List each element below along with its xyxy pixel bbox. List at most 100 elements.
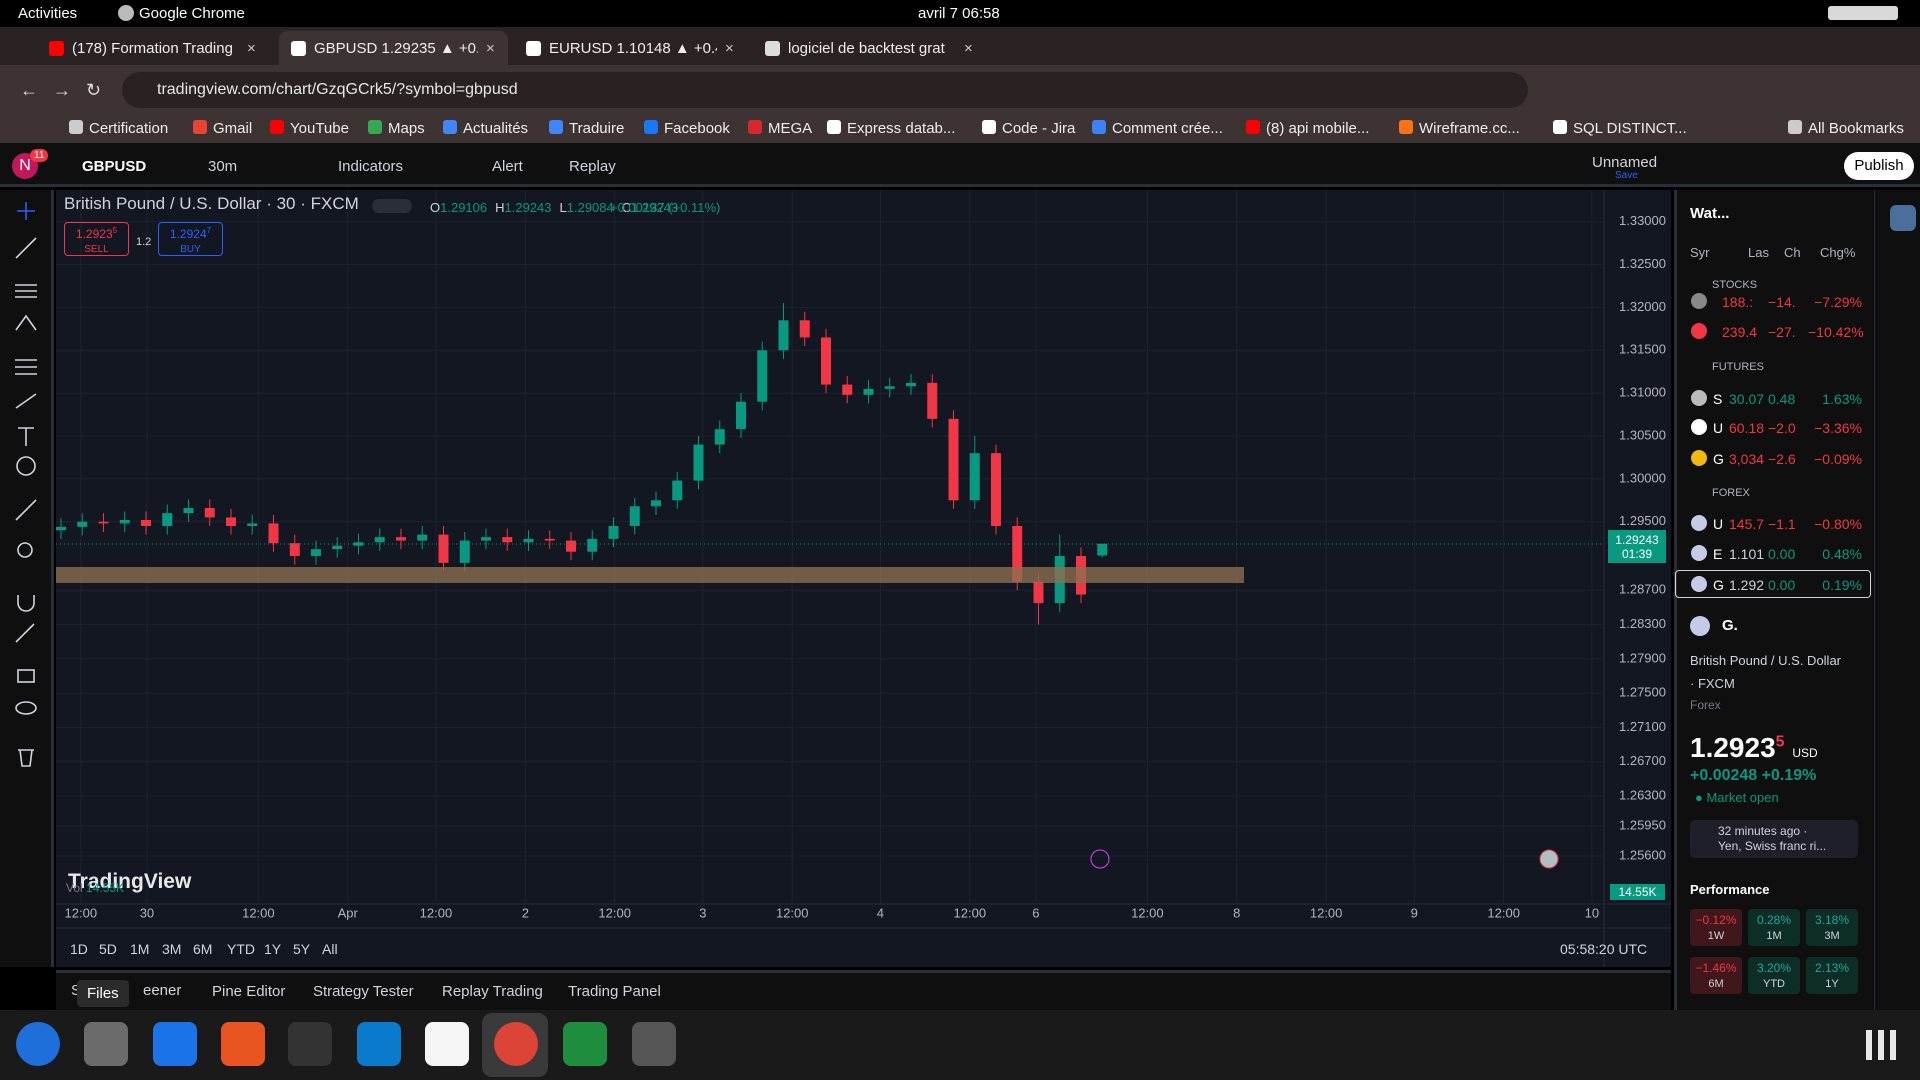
app-grid[interactable] bbox=[1866, 1030, 1896, 1060]
bottom-tab[interactable]: Strategy Tester bbox=[313, 983, 414, 1000]
drawing-tools[interactable] bbox=[0, 190, 54, 770]
row-symbol[interactable]: U bbox=[1713, 420, 1724, 436]
range-button[interactable]: 1Y bbox=[264, 941, 282, 957]
screener-s[interactable]: S bbox=[71, 982, 82, 999]
nav-buttons[interactable]: ← → ↻ bbox=[20, 80, 102, 100]
range-button[interactable]: 6M bbox=[193, 941, 213, 957]
range-button[interactable]: All bbox=[322, 941, 338, 957]
bookmark[interactable]: Gmail bbox=[213, 120, 253, 137]
bookmark[interactable]: Facebook bbox=[664, 120, 730, 137]
performance-cell[interactable] bbox=[1806, 909, 1858, 946]
layout-name[interactable]: Unnamed bbox=[1592, 154, 1658, 171]
performance-cell[interactable] bbox=[1748, 909, 1800, 946]
range-button[interactable]: YTD bbox=[227, 941, 255, 957]
dock-icon[interactable] bbox=[425, 1022, 469, 1066]
support-zone[interactable] bbox=[56, 567, 1244, 583]
activities[interactable]: Activities bbox=[18, 5, 78, 22]
bottom-tab[interactable]: Replay Trading bbox=[442, 983, 543, 1000]
news-card[interactable]: 32 minutes ago · Yen, Swiss franc ri... bbox=[1690, 820, 1858, 858]
dock-icon[interactable] bbox=[221, 1022, 265, 1066]
tab-close[interactable]: × bbox=[964, 40, 973, 57]
dock-icon[interactable] bbox=[494, 1022, 538, 1066]
group-name[interactable]: FUTURES bbox=[1712, 361, 1764, 373]
active-tab[interactable] bbox=[279, 31, 508, 65]
bookmark[interactable]: YouTube bbox=[290, 120, 349, 137]
replay[interactable]: Replay bbox=[569, 158, 616, 175]
group-name[interactable]: FOREX bbox=[1712, 487, 1750, 499]
bookmark[interactable]: Comment crée... bbox=[1112, 120, 1223, 137]
row-symbol[interactable]: E bbox=[1713, 546, 1723, 562]
bookmark[interactable]: Maps bbox=[388, 120, 425, 137]
ohlc-v: 1.29084 bbox=[566, 200, 614, 215]
bookmark[interactable]: MEGA bbox=[768, 120, 813, 137]
tab-close[interactable]: × bbox=[725, 40, 734, 57]
detail-symbol[interactable]: G. bbox=[1722, 617, 1738, 634]
dock-icon[interactable] bbox=[563, 1022, 607, 1066]
range-button[interactable]: 1M bbox=[130, 941, 150, 957]
dock-icon[interactable] bbox=[153, 1022, 197, 1066]
save[interactable]: Save bbox=[1615, 170, 1638, 181]
bookmark[interactable]: Actualités bbox=[463, 120, 529, 137]
bookmark[interactable]: Code - Jira bbox=[1002, 120, 1076, 137]
url[interactable]: tradingview.com/chart/GzqGCrk5/?symbol=g… bbox=[157, 81, 518, 98]
performance-cell[interactable] bbox=[1748, 957, 1800, 994]
performance-cell[interactable] bbox=[1690, 957, 1742, 994]
tab-close[interactable]: × bbox=[486, 40, 495, 57]
range-button[interactable]: 5D bbox=[99, 941, 117, 957]
symbol[interactable]: GBPUSD bbox=[82, 158, 147, 175]
performance-cell[interactable] bbox=[1690, 909, 1742, 946]
screener[interactable]: eener bbox=[143, 982, 182, 999]
watchlist-icon[interactable] bbox=[1890, 205, 1916, 231]
publish[interactable]: Publish bbox=[1844, 152, 1914, 180]
buy-button[interactable]: 1.29247 BUY bbox=[158, 222, 223, 256]
bookmark[interactable]: Traduire bbox=[569, 120, 625, 137]
flag-icon[interactable] bbox=[1539, 849, 1559, 869]
volume-label: Vol 14.55K bbox=[66, 881, 124, 895]
indicators[interactable]: Indicators bbox=[338, 158, 404, 175]
tab-title[interactable]: logiciel de backtest grat bbox=[788, 40, 945, 57]
row-symbol[interactable]: G bbox=[1713, 451, 1724, 467]
range-button[interactable]: 1D bbox=[70, 941, 88, 957]
bookmark[interactable]: Express datab... bbox=[847, 120, 956, 137]
status-icons[interactable] bbox=[1828, 6, 1898, 20]
group-name[interactable]: STOCKS bbox=[1712, 279, 1758, 291]
row-symbol[interactable]: U bbox=[1713, 516, 1724, 532]
row-symbol[interactable]: G bbox=[1713, 577, 1724, 593]
bookmark[interactable]: Wireframe.cc... bbox=[1419, 120, 1520, 137]
dock-icon[interactable] bbox=[16, 1022, 60, 1066]
dock-icon[interactable] bbox=[357, 1022, 401, 1066]
candle-body bbox=[289, 543, 300, 556]
dock-icon[interactable] bbox=[632, 1022, 676, 1066]
watchlist-title[interactable]: Wat... bbox=[1690, 205, 1730, 222]
bottom-tab[interactable]: Pine Editor bbox=[212, 983, 286, 1000]
bookmark[interactable]: Certification bbox=[89, 120, 169, 137]
utc-clock[interactable]: 05:58:20 UTC bbox=[1560, 941, 1648, 957]
bookmark[interactable]: SQL DISTINCT... bbox=[1573, 120, 1687, 137]
interval[interactable]: 30m bbox=[208, 158, 238, 175]
candle-body bbox=[141, 520, 151, 526]
column-header: Syr bbox=[1690, 245, 1710, 260]
bookmark-icon bbox=[1246, 120, 1260, 134]
tab-title[interactable]: (178) Formation Trading bbox=[72, 40, 233, 57]
range-button[interactable]: 3M bbox=[162, 941, 182, 957]
range-button[interactable]: 5Y bbox=[293, 941, 311, 957]
row-symbol[interactable]: S bbox=[1713, 391, 1723, 407]
bookmark[interactable]: All Bookmarks bbox=[1808, 120, 1904, 137]
tab-title[interactable]: GBPUSD 1.29235 ▲ +0.1 bbox=[314, 40, 478, 57]
alert[interactable]: Alert bbox=[492, 158, 523, 175]
dock-icon[interactable] bbox=[84, 1022, 128, 1066]
performance-cell[interactable] bbox=[1806, 957, 1858, 994]
bookmark[interactable]: (8) api mobile... bbox=[1266, 120, 1370, 137]
omnibox[interactable] bbox=[122, 72, 1528, 108]
dock-icon[interactable] bbox=[288, 1022, 332, 1066]
bottom-tab[interactable]: Trading Panel bbox=[568, 983, 661, 1000]
tab-title[interactable]: EURUSD 1.10148 ▲ +0.4 bbox=[549, 40, 717, 57]
event-icon[interactable] bbox=[1090, 849, 1110, 869]
performance-value: −1.46% bbox=[1695, 961, 1737, 975]
chart[interactable]: 1.33000 1.32500 1.32000 1.31500 1.31000 1.305… bbox=[56, 190, 1671, 967]
clock[interactable]: avril 7 06:58 bbox=[918, 5, 1000, 22]
sell-button[interactable]: 1.29235 SELL bbox=[64, 222, 129, 256]
ohlc-v: 1.29106 bbox=[440, 200, 488, 215]
tab-close[interactable]: × bbox=[247, 40, 256, 57]
bookmark-icon bbox=[443, 120, 457, 134]
